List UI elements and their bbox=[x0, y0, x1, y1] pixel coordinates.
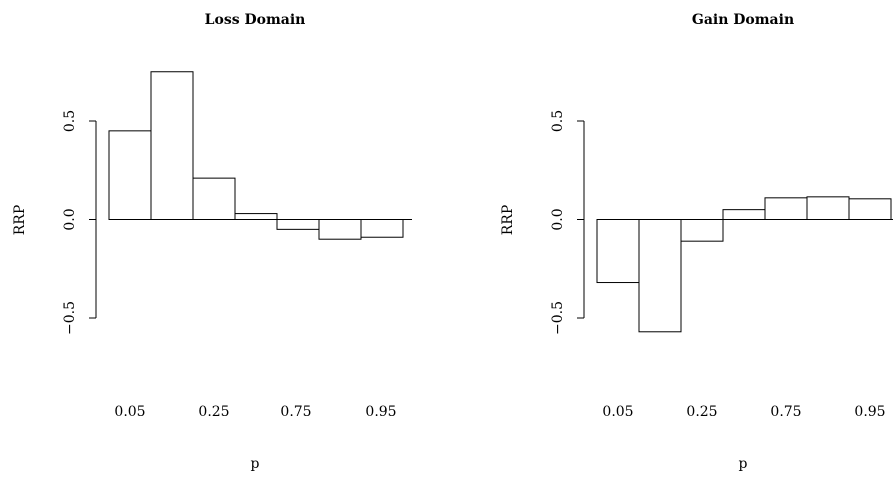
y-axis: −0.5 0.0 0.5 bbox=[550, 110, 585, 335]
y-axis: −0.5 0.0 0.5 bbox=[62, 110, 97, 335]
y-tick-label: 0.0 bbox=[62, 208, 78, 230]
bar bbox=[150, 71, 194, 220]
x-tick-label: 0.95 bbox=[365, 404, 396, 420]
y-tick-label: 0.5 bbox=[550, 110, 566, 132]
bar bbox=[596, 219, 640, 284]
y-axis-label: RRP bbox=[500, 205, 516, 236]
bar bbox=[234, 213, 278, 220]
bar bbox=[318, 219, 362, 240]
x-tick-label: 0.25 bbox=[686, 404, 717, 420]
x-axis-label: p bbox=[251, 456, 260, 472]
bar bbox=[276, 219, 320, 230]
y-tick-label: −0.5 bbox=[550, 301, 566, 335]
bar-group bbox=[108, 71, 412, 240]
bar bbox=[722, 209, 766, 220]
x-tick-label: 0.05 bbox=[602, 404, 633, 420]
x-tick-label: 0.95 bbox=[854, 404, 885, 420]
y-tick-label: −0.5 bbox=[62, 301, 78, 335]
loss-domain-panel: Loss Domain RRP p −0.5 0.0 0.5 0.05 0.25 0.7… bbox=[12, 12, 412, 472]
bar bbox=[680, 219, 724, 242]
bar bbox=[108, 130, 152, 221]
chart-title: Gain Domain bbox=[692, 12, 794, 28]
x-tick-label: 0.75 bbox=[770, 404, 801, 420]
y-tick-label: 0.5 bbox=[62, 110, 78, 132]
bar bbox=[764, 197, 808, 221]
x-tick-label: 0.25 bbox=[198, 404, 229, 420]
gain-domain-panel: Gain Domain RRP p −0.5 0.0 0.5 0.05 0.25 0.7… bbox=[500, 12, 893, 472]
y-tick-label: 0.0 bbox=[550, 208, 566, 230]
x-tick-label: 0.05 bbox=[114, 404, 145, 420]
bar-group bbox=[596, 196, 893, 333]
bar bbox=[360, 219, 404, 238]
x-tick-labels: 0.05 0.25 0.75 0.95 bbox=[602, 404, 885, 420]
x-axis-label: p bbox=[739, 456, 748, 472]
bar bbox=[192, 177, 236, 221]
chart-title: Loss Domain bbox=[205, 12, 306, 28]
x-tick-label: 0.75 bbox=[280, 404, 311, 420]
x-tick-labels: 0.05 0.25 0.75 0.95 bbox=[114, 404, 396, 420]
bar bbox=[638, 219, 682, 333]
y-axis-label: RRP bbox=[12, 205, 28, 236]
bar bbox=[806, 196, 850, 221]
bar bbox=[848, 198, 892, 221]
